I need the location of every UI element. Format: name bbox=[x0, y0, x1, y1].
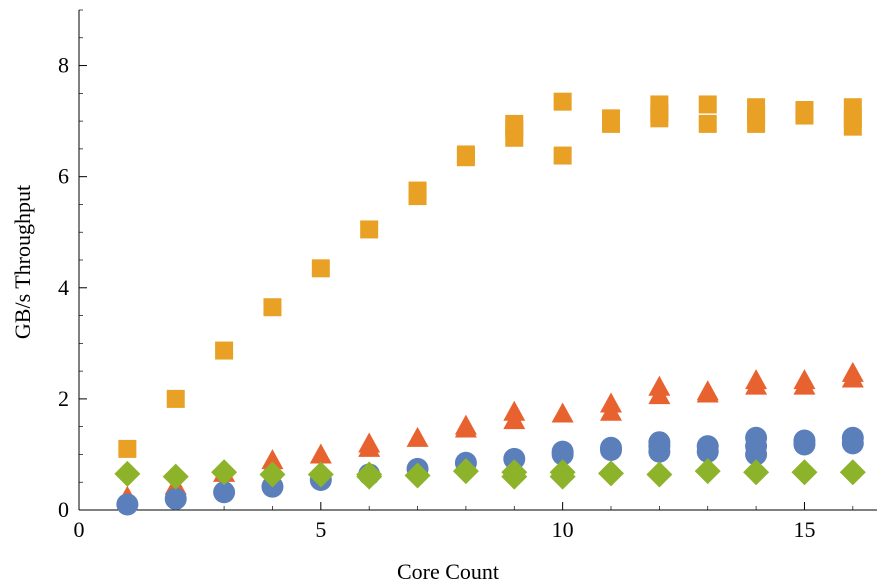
y-axis-title: GB/s Throughput bbox=[10, 185, 35, 339]
diamond-point bbox=[646, 461, 673, 488]
diamond-point bbox=[839, 459, 866, 486]
circle-point bbox=[745, 426, 768, 449]
diamond-point bbox=[743, 459, 770, 486]
diamond-point bbox=[501, 459, 528, 486]
square-point bbox=[698, 95, 717, 114]
square-point bbox=[747, 98, 766, 117]
triangle-point bbox=[745, 369, 768, 390]
circle-point bbox=[213, 481, 236, 504]
diamond-point bbox=[694, 458, 721, 485]
triangle-point bbox=[503, 400, 526, 421]
diamond-point bbox=[549, 459, 576, 486]
square-point bbox=[263, 298, 282, 317]
y-tick-label: 6 bbox=[58, 164, 69, 189]
circle-point bbox=[648, 431, 671, 454]
x-tick-label: 10 bbox=[552, 517, 574, 542]
diamond-point bbox=[162, 463, 189, 490]
x-axis-title: Core Count bbox=[397, 559, 499, 584]
circle-point bbox=[116, 493, 139, 516]
square-point bbox=[650, 95, 669, 114]
axis-ticks bbox=[78, 9, 854, 511]
data-marks bbox=[114, 92, 866, 516]
y-tick-label: 0 bbox=[58, 497, 69, 522]
series-square bbox=[118, 92, 862, 458]
triangle-point bbox=[600, 392, 622, 413]
square-point bbox=[698, 114, 717, 133]
triangle-point bbox=[309, 443, 332, 464]
x-tick-label: 0 bbox=[74, 517, 85, 542]
square-point bbox=[360, 220, 379, 239]
triangle-point bbox=[793, 369, 816, 390]
square-point bbox=[166, 389, 185, 408]
square-point bbox=[553, 92, 572, 111]
square-point bbox=[408, 181, 427, 200]
diamond-point bbox=[791, 459, 818, 486]
triangle-point bbox=[648, 375, 671, 396]
square-point bbox=[843, 98, 862, 117]
triangle-point bbox=[406, 426, 429, 447]
triangle-point bbox=[841, 361, 864, 382]
diamond-point bbox=[404, 462, 431, 489]
triangle-point bbox=[261, 449, 284, 470]
square-point bbox=[456, 145, 475, 164]
circle-point bbox=[793, 429, 816, 452]
y-tick-label: 2 bbox=[58, 386, 69, 411]
square-point bbox=[553, 146, 572, 165]
square-point bbox=[602, 109, 620, 128]
circle-point bbox=[696, 435, 719, 458]
diamond-point bbox=[211, 459, 238, 486]
circle-point bbox=[164, 487, 187, 510]
circle-point bbox=[600, 436, 622, 459]
circle-point bbox=[503, 447, 526, 470]
diamond-point bbox=[452, 458, 479, 485]
y-tick-label: 8 bbox=[58, 53, 69, 78]
circle-point bbox=[551, 440, 574, 463]
diamond-point bbox=[356, 461, 383, 488]
square-point bbox=[311, 259, 330, 278]
square-point bbox=[215, 341, 234, 360]
x-tick-label: 15 bbox=[793, 517, 815, 542]
triangle-point bbox=[696, 380, 719, 401]
square-point bbox=[505, 114, 524, 133]
diamond-point bbox=[259, 461, 286, 488]
y-tick-label: 4 bbox=[58, 275, 69, 300]
square-point bbox=[795, 101, 814, 119]
square-point bbox=[118, 439, 137, 458]
x-tick-label: 5 bbox=[315, 517, 326, 542]
diamond-point bbox=[598, 460, 624, 487]
series-diamond bbox=[114, 458, 866, 490]
triangle-point bbox=[551, 402, 574, 423]
triangle-point bbox=[454, 414, 477, 435]
diamond-point bbox=[114, 460, 141, 487]
circle-point bbox=[841, 426, 864, 449]
triangle-point bbox=[358, 432, 381, 453]
tick-labels: 0 5 10 15 0 2 4 6 8 bbox=[58, 53, 815, 542]
series-triangle bbox=[116, 361, 864, 506]
diamond-point bbox=[307, 461, 334, 488]
